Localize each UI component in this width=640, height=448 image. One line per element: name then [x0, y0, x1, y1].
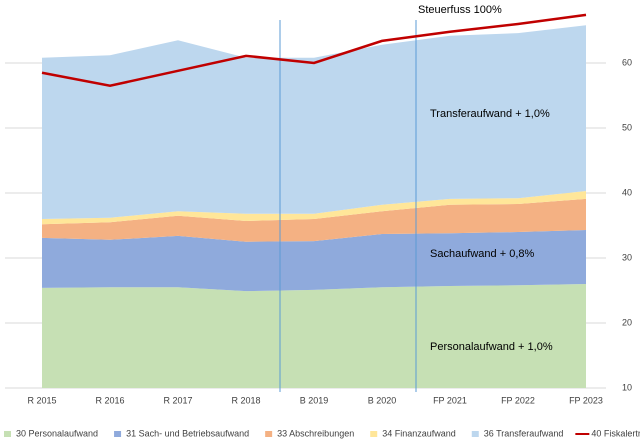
y-tick-label: 50 — [622, 122, 632, 132]
x-tick-label: B 2020 — [368, 395, 397, 405]
y-tick-label: 40 — [622, 187, 632, 197]
legend-label: 30 Personalaufwand — [16, 428, 98, 438]
legend-label: 36 Transferaufwand — [484, 428, 564, 438]
x-tick-label: R 2016 — [95, 395, 124, 405]
legend-label: 31 Sach- und Betriebsaufwand — [126, 428, 249, 438]
legend-swatch — [370, 431, 378, 437]
x-tick-label: FP 2022 — [501, 395, 535, 405]
legend-swatch — [4, 431, 11, 437]
x-tick-label: FP 2023 — [569, 395, 603, 405]
annotation: Sachaufwand + 0,8% — [430, 248, 534, 260]
areas — [42, 25, 586, 388]
area — [42, 198, 586, 242]
x-tick-label: R 2017 — [163, 395, 192, 405]
annotation: Steuerfuss 100% — [418, 4, 502, 16]
annotation: Personalaufwand + 1,0% — [430, 341, 553, 353]
y-tick-label: 60 — [622, 57, 632, 67]
annotation: Transferaufwand + 1,0% — [430, 108, 550, 120]
legend-swatch — [265, 431, 273, 437]
area — [42, 230, 586, 292]
area — [42, 191, 586, 225]
y-tick-label: 10 — [622, 382, 632, 392]
legend-label: 34 Finanzaufwand — [382, 428, 456, 438]
legend-swatch — [114, 431, 122, 437]
line — [41, 13, 587, 88]
legend-label: 40 Fiskalertrag — [591, 428, 640, 438]
y-tick-label: 30 — [622, 252, 632, 262]
area — [42, 25, 586, 219]
area — [42, 284, 586, 388]
y-tick-label: 20 — [622, 317, 632, 327]
x-tick-label: R 2015 — [27, 395, 56, 405]
x-tick-label: FP 2021 — [433, 395, 467, 405]
x-tick-label: B 2019 — [300, 395, 329, 405]
legend-label: 33 Abschreibungen — [277, 428, 354, 438]
x-tick-label: R 2018 — [231, 395, 260, 405]
legend-swatch — [471, 431, 479, 437]
